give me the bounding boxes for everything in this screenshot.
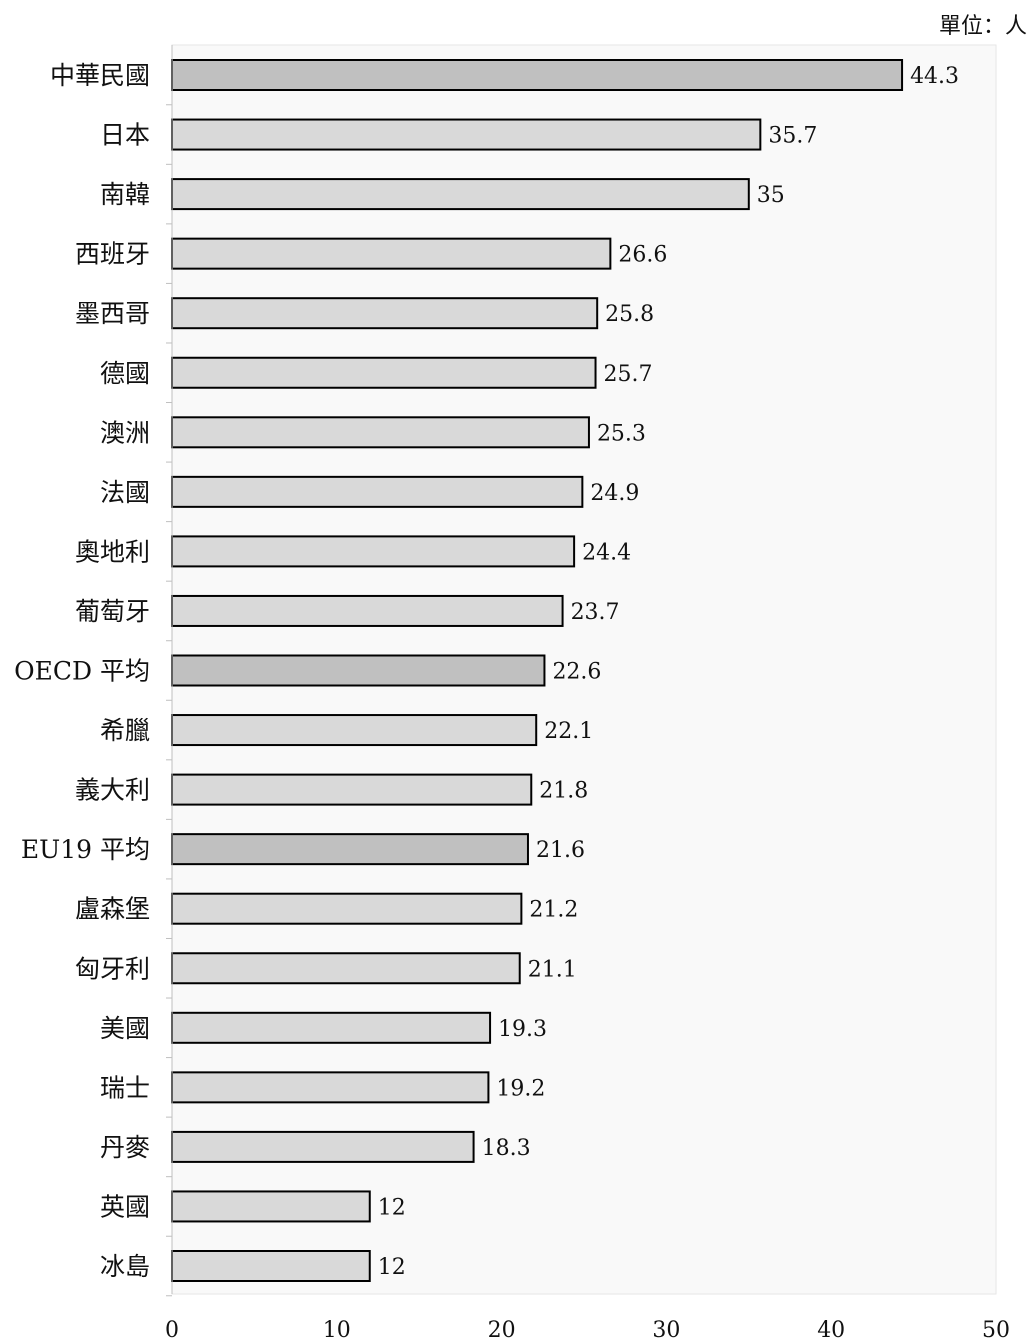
category-label: OECD 平均 [14,657,150,686]
category-label: 英國 [100,1192,150,1221]
x-tick-label: 50 [982,1318,1010,1340]
category-label: 日本 [100,121,150,150]
bar [171,654,546,687]
category-label: 希臘 [100,716,150,745]
value-label: 26.6 [618,243,667,268]
category-label: 墨西哥 [75,299,150,328]
bar [171,773,533,806]
value-label: 21.1 [528,957,577,982]
x-tick-label: 10 [323,1318,351,1340]
value-label: 22.6 [552,660,601,685]
value-label: 19.3 [498,1017,547,1042]
value-label: 24.9 [590,481,639,506]
category-label: 冰島 [100,1252,150,1281]
bar [171,416,590,449]
value-label: 12 [378,1195,406,1220]
x-axis: 0 10 20 30 40 50 [165,45,1010,1340]
bar [171,535,576,568]
category-label: 中華民國 [50,61,150,90]
bars-layer: 中華民國 44.3 日本 35.7 南韓 35 西班牙 26.6 墨西哥 25.8 德國 25.7 澳洲… [14,59,959,1282]
bar [171,356,597,389]
category-label: 奧地利 [75,537,150,566]
category-label: 瑞士 [100,1073,150,1102]
bar [171,594,564,627]
value-label: 25.7 [604,362,653,387]
category-label: 法國 [100,478,150,507]
bar [171,118,762,151]
value-label: 35.7 [768,124,817,149]
value-label: 22.1 [544,719,593,744]
bar [171,59,904,91]
value-label: 21.8 [539,779,588,804]
bar [171,1250,371,1282]
category-label: 南韓 [100,180,150,209]
value-label: 12 [378,1255,406,1280]
bar [171,952,521,985]
category-label: 盧森堡 [75,895,150,924]
bar [171,1071,490,1104]
category-label: 葡萄牙 [75,597,150,626]
x-tick-label: 40 [817,1318,845,1340]
bar [171,237,612,270]
value-label: 18.3 [482,1136,531,1161]
x-tick-label: 20 [488,1318,516,1340]
value-label: 23.7 [571,600,620,625]
category-label: 丹麥 [100,1133,150,1162]
bar [171,1190,371,1223]
bar [171,833,529,866]
x-tick-label: 30 [652,1318,680,1340]
value-label: 35 [757,183,785,208]
x-tick-label: 0 [165,1318,179,1340]
bar [171,178,750,211]
bar [171,714,538,747]
category-label: 義大利 [75,776,150,805]
category-label: 匈牙利 [75,954,150,983]
category-label: EU19 平均 [21,835,150,864]
bar [171,892,523,925]
value-label: 44.3 [910,64,959,89]
value-label: 21.6 [536,838,585,863]
category-label: 美國 [100,1014,150,1043]
value-label: 21.2 [529,898,578,923]
value-label: 24.4 [582,540,631,565]
bar [171,1011,492,1044]
value-label: 25.8 [605,302,654,327]
category-label: 德國 [100,359,150,388]
bar [171,475,584,508]
category-label: 西班牙 [75,240,150,269]
value-label: 25.3 [597,421,646,446]
unit-label: 單位：人 [939,14,1027,39]
bar [171,297,599,330]
category-label: 澳洲 [100,418,150,447]
bar [171,1130,475,1163]
value-label: 19.2 [496,1076,545,1101]
